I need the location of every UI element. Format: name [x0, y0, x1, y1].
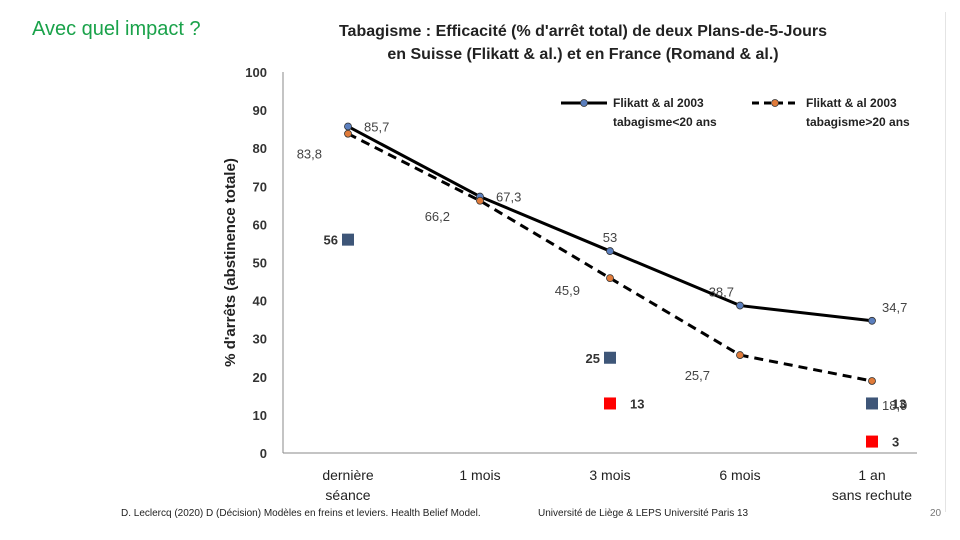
data-label-series-2: 18,9	[882, 398, 907, 413]
data-label-series-1: 34,7	[882, 300, 907, 315]
data-label-series-2: 25,7	[685, 368, 710, 383]
x-tick-label: 1 an	[858, 467, 885, 483]
legend-marker-2	[771, 99, 779, 107]
extra-data-label: 13	[630, 396, 644, 411]
legend-label-2: tabagisme>20 ans	[806, 115, 910, 129]
data-point-series-2	[476, 196, 484, 205]
footer-citation: D. Leclercq (2020) D (Décision) Modèles …	[121, 508, 481, 519]
x-tick-label: dernière	[322, 467, 374, 483]
page-number: 20	[930, 508, 942, 519]
data-point-series-2	[868, 377, 876, 385]
chart-panel: Tabagisme : Efficacité (% d'arrêt total)…	[205, 12, 946, 512]
extra-data-label: 3	[892, 435, 899, 450]
data-point-series-2	[344, 129, 352, 138]
y-tick-label: 90	[253, 103, 267, 118]
data-label-series-1: 53	[603, 230, 617, 245]
y-tick-label: 20	[253, 370, 267, 385]
series-line-2	[347, 132, 873, 383]
x-tick-label: sans rechute	[832, 487, 912, 503]
chart-title: Tabagisme : Efficacité (% d'arrêt total)…	[339, 23, 827, 40]
data-point-series-1	[344, 122, 352, 131]
y-tick-label: 60	[253, 217, 267, 232]
data-point-series-2	[606, 274, 614, 283]
data-point-series-1	[868, 316, 876, 325]
x-tick-label: séance	[325, 487, 370, 503]
y-tick-label: 50	[253, 256, 267, 271]
data-label-series-1: 67,3	[496, 190, 521, 205]
y-tick-label: 40	[253, 294, 267, 309]
y-tick-label: 70	[253, 179, 267, 194]
extra-data-label: 25	[586, 351, 600, 366]
line-chart: Tabagisme : Efficacité (% d'arrêt total)…	[222, 23, 917, 503]
extra-data-square	[342, 233, 354, 246]
y-tick-label: 30	[253, 332, 267, 347]
footer-institutions: Université de Liège & LEPS Université Pa…	[538, 508, 749, 519]
extra-data-label: 13	[892, 396, 906, 411]
data-label-series-2: 83,8	[297, 147, 322, 162]
x-tick-label: 3 mois	[589, 467, 630, 483]
extra-data-square	[866, 397, 878, 410]
extra-data-square	[604, 351, 616, 364]
legend-label-2: Flikatt & al 2003	[806, 96, 897, 110]
y-axis-label: % d'arrêts (abstinence totale)	[222, 158, 239, 367]
extra-data-square	[866, 435, 878, 448]
y-tick-label: 10	[253, 408, 267, 423]
data-label-series-2: 66,2	[425, 209, 450, 224]
legend-label-1: tabagisme<20 ans	[613, 115, 717, 129]
extra-data-square	[604, 397, 616, 410]
data-point-series-2	[736, 351, 744, 359]
x-tick-label: 6 mois	[719, 467, 760, 483]
y-tick-label: 0	[260, 446, 267, 461]
chart-subtitle: en Suisse (Flikatt & al.) et en France (…	[387, 46, 778, 63]
y-tick-label: 80	[253, 141, 267, 156]
legend-marker-1	[580, 99, 588, 107]
y-tick-label: 100	[245, 65, 267, 80]
data-label-series-1: 38,7	[709, 285, 734, 300]
legend-label-1: Flikatt & al 2003	[613, 96, 704, 110]
slide-title: Avec quel impact ?	[32, 18, 201, 40]
data-label-series-2: 45,9	[555, 283, 580, 298]
extra-data-label: 56	[324, 233, 338, 248]
data-point-series-1	[606, 247, 614, 255]
data-label-series-1: 85,7	[364, 119, 389, 134]
x-tick-label: 1 mois	[459, 467, 500, 483]
data-point-series-1	[736, 301, 744, 310]
